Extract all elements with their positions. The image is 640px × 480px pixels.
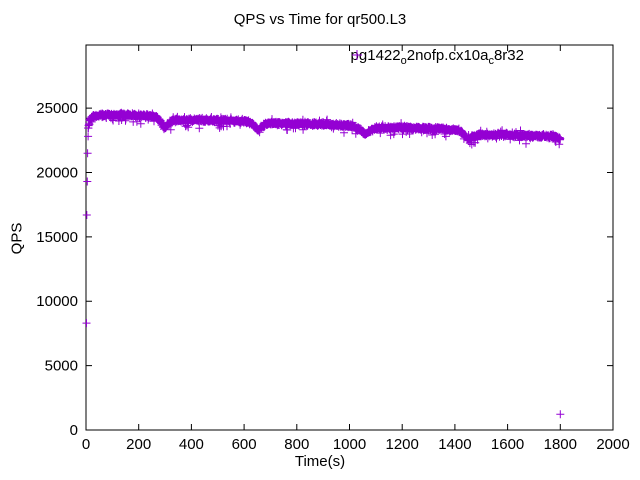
x-tick-label: 400 — [179, 436, 204, 453]
legend-label-segment: o — [400, 55, 407, 67]
y-tick-label: 5000 — [45, 358, 78, 375]
legend-series-label: pg1422o2nofp.cx10ac8r32 — [351, 47, 524, 67]
series-points — [82, 108, 565, 419]
x-tick-label: 1600 — [491, 436, 524, 453]
plus-marker-icon — [351, 50, 362, 60]
y-tick-label: 20000 — [36, 164, 78, 181]
legend-area — [351, 49, 612, 65]
x-tick-label: 800 — [284, 436, 309, 453]
y-tick-label: 0 — [70, 422, 78, 439]
x-tick-label: 600 — [232, 436, 257, 453]
legend-label-segment: pg1422 — [350, 47, 401, 64]
x-tick-label: 1400 — [438, 436, 471, 453]
x-tick-label: 0 — [82, 436, 90, 453]
legend-label-segment: c — [488, 55, 494, 67]
x-tick-label: 1000 — [333, 436, 366, 453]
y-tick-label: 15000 — [36, 229, 78, 246]
chart-title: QPS vs Time for qr500.L3 — [233, 11, 407, 28]
legend-label-segment: 2nofp.cx10a — [406, 47, 489, 64]
legend-label-segment: 8r32 — [493, 47, 524, 64]
y-axis-label: QPS — [8, 222, 26, 255]
legend: pg1422o2nofp.cx10ac8r32 — [351, 47, 612, 67]
x-axis-label: Time(s) — [294, 453, 346, 470]
axis-tick-labels: 0 200 400 600 800 1000 1200 1400 1600 1800 2000050… — [36, 100, 629, 453]
x-tick-label: 2000 — [596, 436, 629, 453]
axis-tick-marks — [85, 45, 614, 431]
x-tick-label: 1800 — [544, 436, 577, 453]
plot-frame — [85, 44, 614, 431]
x-tick-label: 1200 — [386, 436, 419, 453]
y-tick-label: 10000 — [36, 293, 78, 310]
x-tick-label: 200 — [126, 436, 151, 453]
y-tick-label: 25000 — [36, 100, 78, 117]
